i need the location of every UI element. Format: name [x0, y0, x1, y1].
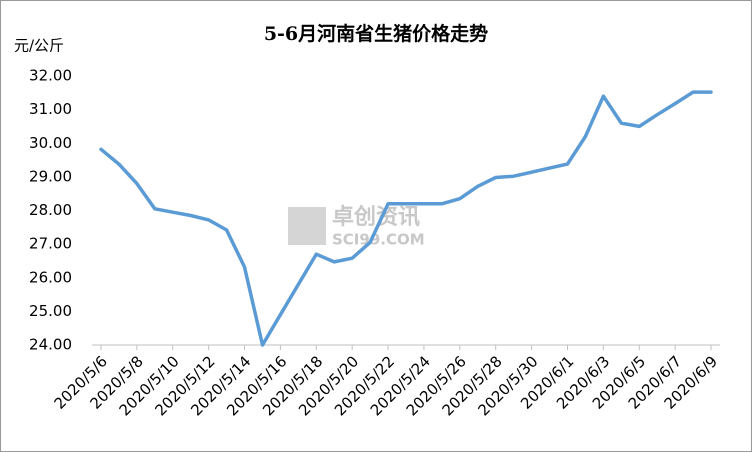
- y-tick-label: 31.00: [29, 100, 72, 118]
- watermark: 卓创资讯 SCI99.COM: [288, 205, 425, 249]
- y-tick-label: 28.00: [29, 201, 72, 219]
- watermark-site: SCI99.COM: [332, 231, 425, 249]
- y-tick-label: 32.00: [29, 67, 72, 85]
- y-axis-label: 元/公斤: [14, 37, 64, 55]
- y-tick-label: 30.00: [29, 134, 72, 152]
- y-tick-label: 26.00: [29, 268, 72, 286]
- y-tick-label: 25.00: [29, 302, 72, 320]
- y-tick-label: 27.00: [29, 235, 72, 253]
- chart-title: 5-6月河南省生猪价格走势: [264, 22, 488, 45]
- price-line: [99, 90, 713, 347]
- y-tick-label: 24.00: [29, 336, 72, 354]
- watermark-logo: [288, 207, 326, 245]
- y-tick-label: 29.00: [29, 167, 72, 185]
